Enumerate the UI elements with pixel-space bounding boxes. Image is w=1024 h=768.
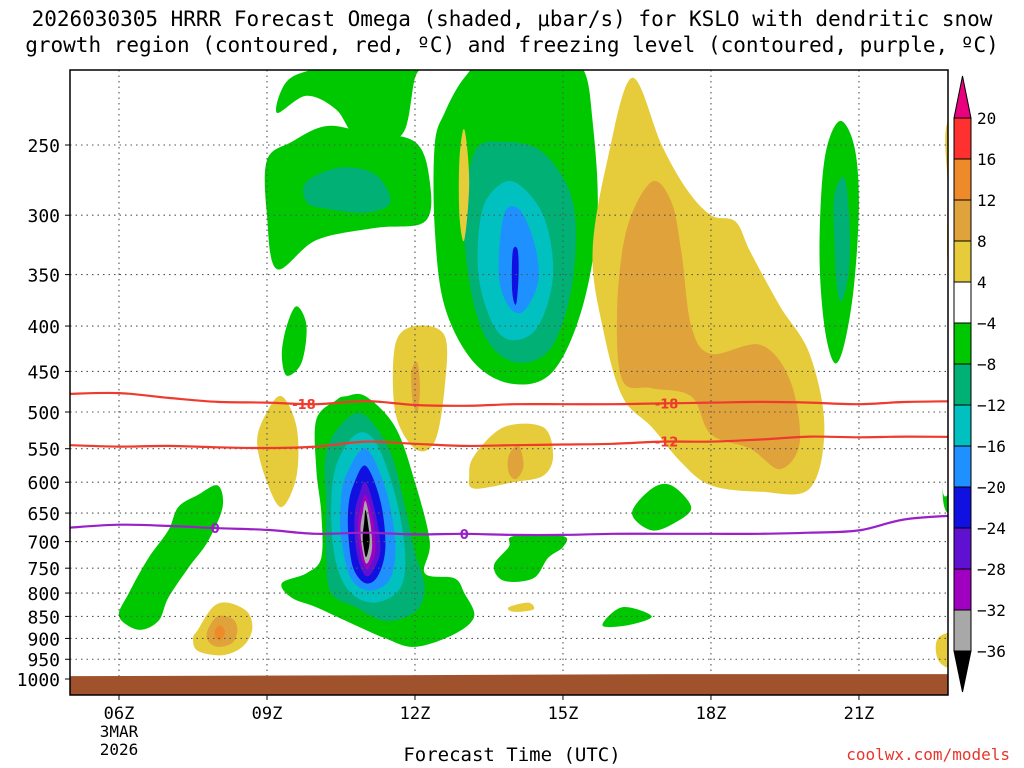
- colorbar-label: 20: [977, 109, 996, 128]
- colorbar-segment: [953, 199, 972, 242]
- colorbar-label: 8: [977, 232, 987, 251]
- colorbar-bottom-arrow: [953, 650, 972, 693]
- omega-region: [493, 534, 568, 582]
- omega-region: [281, 306, 307, 376]
- colorbar-label: −24: [977, 519, 1006, 538]
- dgz-contour: [70, 391, 948, 407]
- freezing-level-contour: [70, 514, 948, 537]
- omega-shading: [118, 70, 948, 668]
- colorbar-segment: [953, 240, 972, 283]
- title-line-1: 2026030305 HRRR Forecast Omega (shaded, …: [31, 7, 993, 31]
- y-tick-label: 500: [27, 403, 60, 424]
- y-tick-label: 700: [27, 533, 60, 554]
- contour-label: 0: [211, 522, 220, 537]
- omega-region: [257, 395, 299, 508]
- colorbar-segment: [953, 404, 972, 447]
- colorbar-label: −12: [977, 396, 1006, 415]
- contour-label: -18: [292, 398, 316, 413]
- colorbar-segment: [953, 568, 972, 611]
- y-tick-label: 800: [27, 584, 60, 605]
- y-tick-label: 600: [27, 473, 60, 494]
- x-tick-label: 06Z: [104, 704, 135, 724]
- colorbar-label: −36: [977, 642, 1006, 661]
- omega-region: [392, 325, 448, 452]
- x-year-label: 2026: [100, 740, 139, 759]
- y-tick-label: 550: [27, 440, 60, 461]
- x-tick-label: 15Z: [548, 704, 579, 724]
- colorbar-segment: [953, 527, 972, 570]
- y-tick-label: 250: [27, 136, 60, 157]
- colorbar-label: 4: [977, 273, 987, 292]
- colorbar-segment: [953, 363, 972, 406]
- omega-region: [303, 167, 391, 213]
- colorbar-label: 12: [977, 191, 996, 210]
- y-tick-label: 750: [27, 559, 60, 580]
- x-date-label: 3MAR: [100, 722, 139, 741]
- colorbar-label: −8: [977, 355, 996, 374]
- x-tick-label: 09Z: [252, 704, 283, 724]
- omega-region: [942, 482, 948, 514]
- colorbar-segment: [953, 609, 972, 652]
- ground-layer: [70, 674, 948, 695]
- contour-label: -18: [655, 397, 679, 412]
- x-tick-label: 18Z: [696, 704, 727, 724]
- omega-region: [411, 362, 420, 413]
- x-tick-label: 21Z: [844, 704, 875, 724]
- omega-region: [507, 602, 535, 612]
- colorbar-top-arrow: [953, 75, 972, 119]
- omega-region: [616, 180, 801, 470]
- ground-fill: [70, 674, 948, 695]
- colorbar-label: −16: [977, 437, 1006, 456]
- y-tick-label: 1000: [17, 670, 60, 691]
- omega-region: [511, 246, 519, 305]
- y-tick-label: 450: [27, 362, 60, 383]
- omega-region: [276, 70, 420, 143]
- colorbar-segment: [953, 281, 972, 324]
- omega-region: [458, 128, 470, 242]
- credit-link[interactable]: coolwx.com/models: [846, 745, 1010, 764]
- colorbar-label: −4: [977, 314, 996, 333]
- colorbar-label: −20: [977, 478, 1006, 497]
- omega-region: [498, 206, 539, 314]
- y-tick-label: 900: [27, 629, 60, 650]
- y-tick-label: 950: [27, 650, 60, 671]
- omega-region: [833, 176, 850, 302]
- omega-region: [507, 444, 524, 480]
- colorbar-segment: [953, 322, 972, 365]
- grid-lines: [70, 70, 948, 695]
- omega-region: [118, 485, 224, 630]
- omega-region: [632, 483, 692, 531]
- colorbar-label: −32: [977, 601, 1006, 620]
- y-tick-label: 850: [27, 607, 60, 628]
- x-tick-label: 12Z: [400, 704, 431, 724]
- colorbar-label: 16: [977, 150, 996, 169]
- y-tick-label: 650: [27, 504, 60, 525]
- omega-region: [214, 625, 226, 641]
- omega-region: [602, 607, 652, 628]
- y-tick-label: 300: [27, 206, 60, 227]
- colorbar-segment: [953, 445, 972, 488]
- colorbar-segment: [953, 158, 972, 201]
- colorbar-segment: [953, 486, 972, 529]
- contour-label: -12: [655, 436, 679, 451]
- y-tick-label: 400: [27, 317, 60, 338]
- contour-lines: -18 -18 -12 0 0: [70, 391, 948, 543]
- title-line-2: growth region (contoured, red, ºC) and f…: [25, 33, 999, 57]
- x-axis-label: Forecast Time (UTC): [403, 744, 621, 766]
- plot-frame: [69, 69, 949, 696]
- y-tick-label: 350: [27, 266, 60, 287]
- contour-label: 0: [460, 528, 469, 543]
- y-axis: 2503003504004505005506006507007508008509…: [17, 136, 70, 691]
- colorbar-label: −28: [977, 560, 1006, 579]
- chart-title: 2026030305 HRRR Forecast Omega (shaded, …: [0, 6, 1024, 58]
- colorbar: 20 16 12 8 4 −4 −8 −12 −16 −20 −24 −28 −32 −36: [953, 75, 1006, 693]
- colorbar-segment: [953, 117, 972, 160]
- dgz-contour: [70, 435, 948, 450]
